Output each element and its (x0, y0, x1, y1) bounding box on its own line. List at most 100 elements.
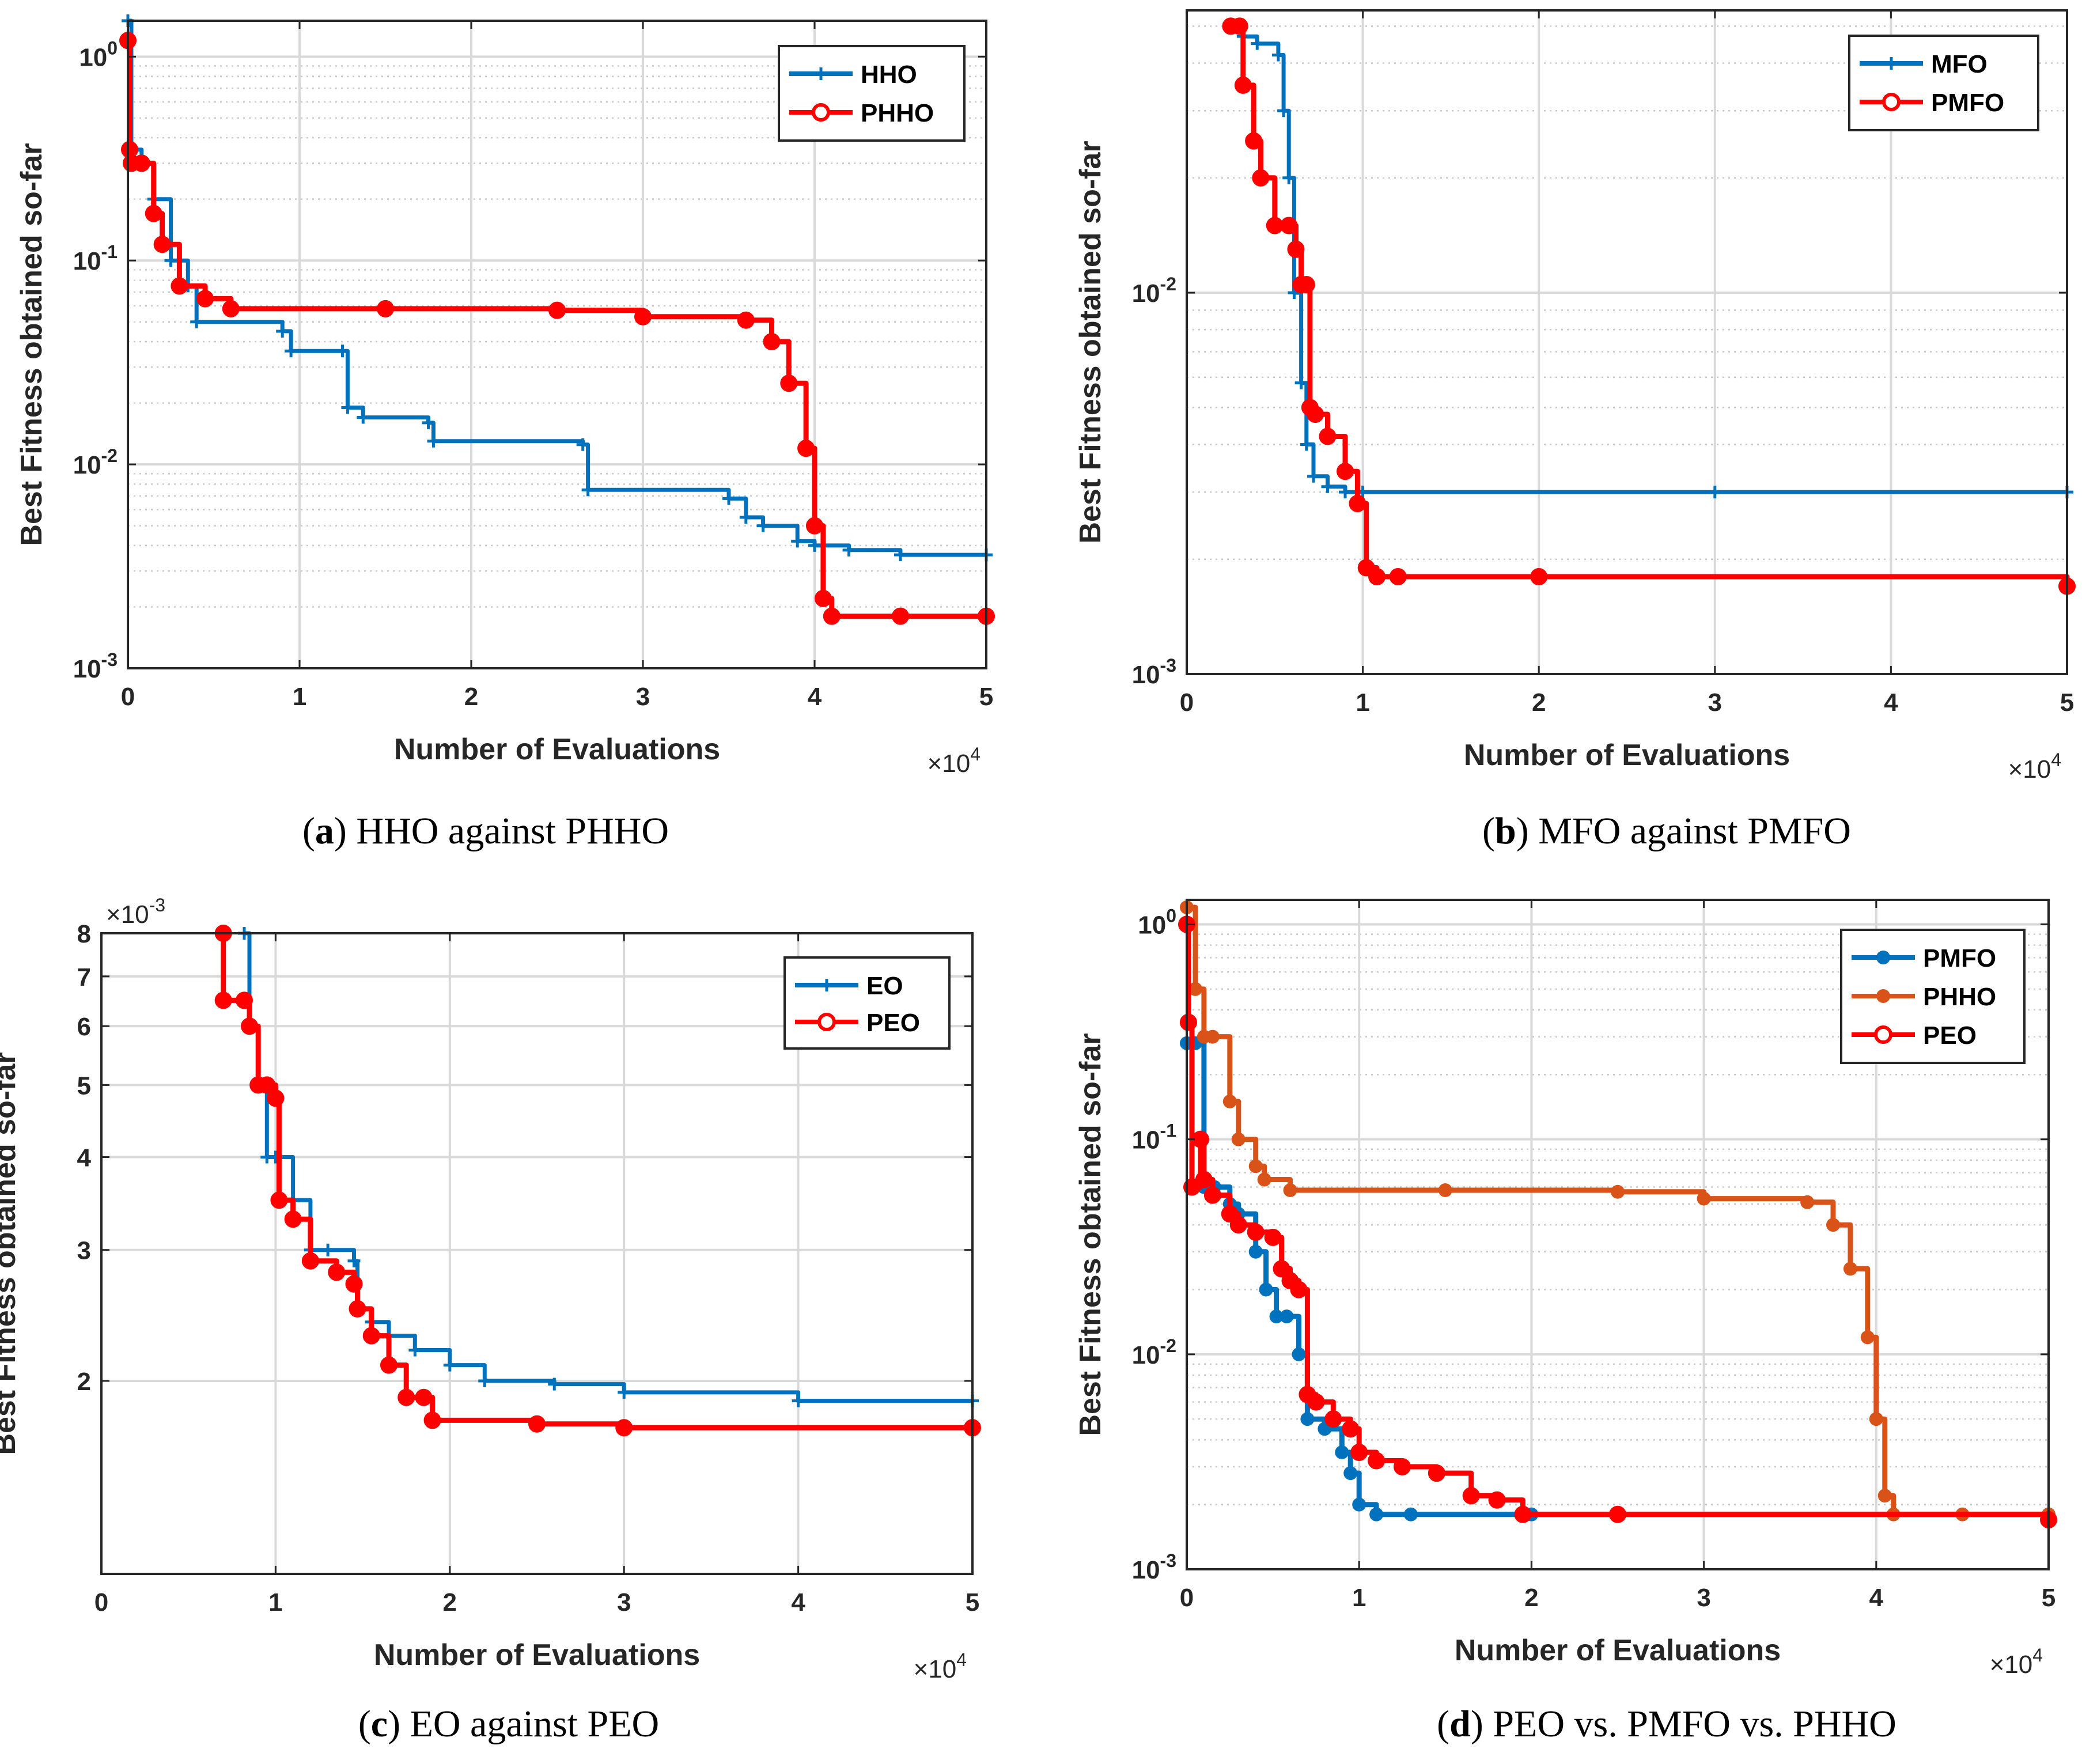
data-point (1514, 1505, 1532, 1523)
data-point (190, 315, 203, 328)
legend-label: PMFO (1931, 89, 2004, 117)
y-tick-label: 10-3 (73, 649, 118, 683)
data-point (1300, 1412, 1315, 1426)
data-point (171, 277, 188, 295)
data-point (1280, 1309, 1294, 1324)
tick-marks (100, 932, 974, 1574)
legend-label: EO (866, 972, 903, 1000)
x-tick-label: 5 (2042, 1584, 2055, 1612)
data-point (1221, 1205, 1239, 1223)
data-point (153, 236, 171, 253)
data-point (328, 1263, 346, 1281)
data-point (823, 607, 841, 625)
data-point (1369, 1507, 1384, 1521)
data-point (1203, 1186, 1221, 1204)
legend: MFO PMFO (1848, 35, 2039, 131)
data-point (1300, 438, 1313, 451)
data-point (1324, 1410, 1342, 1428)
data-point (1530, 568, 1548, 586)
legend-box (778, 45, 966, 142)
legend-marker (1874, 1025, 1892, 1044)
data-point (1342, 1420, 1360, 1438)
data-point (548, 1377, 561, 1391)
data-point (1307, 1393, 1325, 1411)
data-point (1231, 17, 1248, 35)
x-multiplier: ×104 (2008, 749, 2061, 783)
legend-label: MFO (1931, 50, 1988, 78)
y-tick-label: 5 (77, 1072, 91, 1100)
data-point (894, 548, 907, 562)
x-tick-label: 2 (1532, 688, 1546, 717)
data-point (1287, 240, 1305, 258)
chart-b: 0 1 2 3 4 5 10-2 10-3 Number of Evaluations Best … (1074, 9, 2076, 783)
data-point (792, 1394, 805, 1407)
data-point (1307, 470, 1320, 483)
x-tick-label: 0 (1180, 688, 1194, 717)
y-tick-label: 7 (77, 963, 91, 991)
data-point (581, 483, 595, 497)
data-point (1282, 171, 1296, 184)
data-point (1428, 1464, 1445, 1482)
data-point (1231, 1132, 1246, 1146)
data-point (722, 492, 735, 505)
data-point (618, 1386, 631, 1399)
data-point (1292, 1347, 1306, 1361)
data-point (1290, 1281, 1308, 1299)
data-point (1264, 1228, 1282, 1246)
legend-label: PHHO (1923, 983, 1996, 1011)
data-point (1321, 480, 1334, 493)
data-point (1350, 1443, 1368, 1461)
data-point (377, 300, 394, 317)
data-point (1609, 1505, 1626, 1523)
y-axis-label: Best Fitness obtained so-far (0, 1052, 22, 1455)
y-tick-label: 3 (77, 1237, 91, 1265)
legend-label: PEO (1923, 1021, 1977, 1050)
data-point (1205, 1029, 1220, 1044)
data-point (1222, 1094, 1237, 1108)
caption-a: (a) HHO against PHHO (302, 810, 669, 852)
x-tick-label: 5 (2060, 688, 2074, 717)
x-multiplier: ×104 (1990, 1645, 2043, 1679)
data-point (548, 301, 566, 319)
data-point (892, 607, 909, 625)
data-point (276, 324, 289, 338)
x-tick-label: 4 (1869, 1584, 1884, 1612)
x-tick-label: 0 (1180, 1584, 1194, 1612)
data-point (1307, 406, 1324, 423)
data-point (1335, 1445, 1349, 1459)
caption-b: (b) MFO against PMFO (1482, 810, 1851, 852)
data-point (1389, 568, 1407, 586)
y-tick-label: 4 (77, 1144, 92, 1172)
tick-marks (1186, 900, 2050, 1570)
data-point (1283, 1183, 1297, 1197)
legend-label: PEO (866, 1009, 920, 1037)
data-point (1843, 1262, 1857, 1276)
data-point (1826, 1218, 1840, 1232)
x-multiplier: ×104 (928, 744, 981, 778)
y-tick-label: 10-2 (1132, 274, 1176, 308)
caption-c: (c) EO against PEO (358, 1703, 660, 1745)
data-point (196, 290, 214, 308)
legend-label: HHO (861, 60, 917, 89)
chart-c: 0 1 2 3 4 5 2 3 4 5 6 7 8 Number of Evaluations Best F… (0, 895, 981, 1683)
data-point (1229, 1216, 1247, 1234)
legend-marker (1876, 951, 1890, 964)
x-tick-label: 2 (1524, 1584, 1538, 1612)
data-point (1877, 1489, 1892, 1503)
data-point (806, 517, 823, 535)
data-point (258, 1076, 276, 1094)
data-point (1438, 1183, 1452, 1197)
data-point (1273, 1260, 1290, 1278)
chart-a: 0 1 2 3 4 5 100 10-1 10-2 10-3 Number of Evaluatio… (15, 14, 995, 778)
data-point (1277, 104, 1290, 118)
x-tick-label: 2 (443, 1588, 457, 1617)
data-point (349, 1300, 366, 1318)
x-tick-label: 3 (1697, 1584, 1710, 1612)
x-tick-label: 0 (121, 683, 135, 711)
data-point (808, 539, 821, 552)
data-point (1179, 1013, 1197, 1031)
data-point (1294, 376, 1308, 389)
data-point (341, 401, 354, 414)
data-point (1251, 37, 1264, 50)
